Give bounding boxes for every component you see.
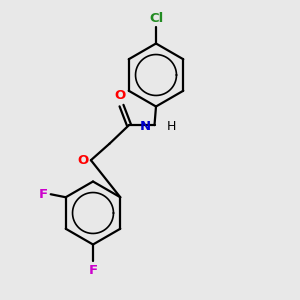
Text: F: F [88,264,98,277]
Text: N: N [140,120,151,133]
Text: F: F [39,188,48,201]
Text: O: O [78,154,89,167]
Text: H: H [167,120,176,133]
Text: Cl: Cl [149,12,163,25]
Text: O: O [114,89,126,102]
